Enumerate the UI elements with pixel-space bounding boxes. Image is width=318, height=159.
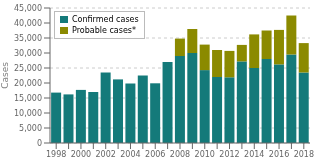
svg-text:2002: 2002 xyxy=(96,150,116,159)
svg-text:2008: 2008 xyxy=(170,150,190,159)
svg-text:35,000: 35,000 xyxy=(14,34,42,43)
svg-text:25,000: 25,000 xyxy=(14,64,42,73)
svg-text:2004: 2004 xyxy=(120,150,140,159)
svg-text:5,000: 5,000 xyxy=(19,124,42,133)
svg-text:2006: 2006 xyxy=(145,150,165,159)
svg-text:2016: 2016 xyxy=(269,150,289,159)
svg-text:45,000: 45,000 xyxy=(14,4,42,13)
svg-text:2012: 2012 xyxy=(219,150,239,159)
svg-text:15,000: 15,000 xyxy=(14,94,42,103)
svg-text:2000: 2000 xyxy=(71,150,91,159)
html-text:Confirmed cases: Confirmed cases xyxy=(72,15,139,24)
svg-text:Cases: Cases xyxy=(8,62,10,89)
svg-text:10,000: 10,000 xyxy=(14,109,42,118)
svg-text:2010: 2010 xyxy=(195,150,215,159)
svg-text:2014: 2014 xyxy=(244,150,264,159)
html-text:Probable cases*: Probable cases* xyxy=(72,26,136,35)
svg-text:40,000: 40,000 xyxy=(14,19,42,28)
svg-text:0: 0 xyxy=(37,139,42,148)
svg-text:20,000: 20,000 xyxy=(14,79,42,88)
svg-text:30,000: 30,000 xyxy=(14,49,42,58)
svg-text:1998: 1998 xyxy=(46,150,66,159)
svg-text:2018: 2018 xyxy=(294,150,310,159)
